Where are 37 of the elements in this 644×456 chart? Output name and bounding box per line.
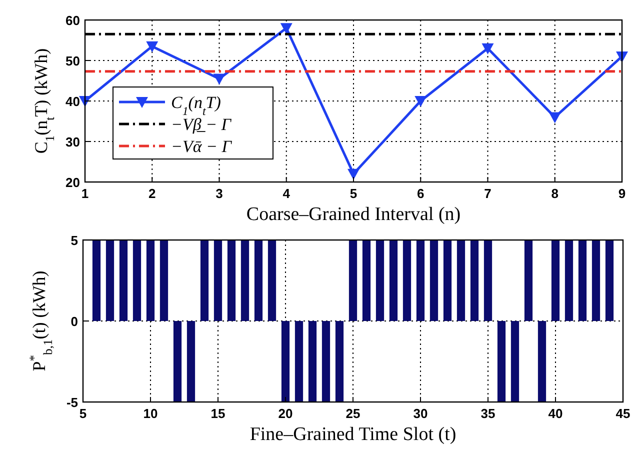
- x-axis-title: Coarse–Grained Interval (n): [246, 204, 461, 225]
- point: [348, 168, 360, 180]
- x-tick-label: 1: [81, 186, 89, 201]
- legend-label: −Vβ̲ − Γ: [171, 115, 232, 134]
- x-tick-label: 40: [548, 406, 563, 421]
- y-tick-label: 20: [66, 175, 80, 190]
- y-tick-label: 5: [70, 233, 78, 248]
- x-tick-label: 35: [480, 406, 496, 421]
- point: [213, 74, 226, 85]
- y-tick-label: -5: [66, 395, 78, 410]
- x-tick-label: 25: [346, 406, 360, 421]
- x-tick-label: 9: [618, 186, 626, 201]
- x-tick-label: 6: [417, 186, 424, 201]
- x-tick-label: 5: [350, 186, 358, 201]
- x-tick-label: 20: [278, 406, 293, 421]
- x-tick-label: 15: [210, 406, 226, 421]
- x-tick-label: 4: [282, 186, 291, 201]
- point: [414, 96, 427, 107]
- point: [548, 112, 561, 124]
- y-tick-label: 30: [66, 134, 80, 150]
- x-tick-label: 30: [413, 406, 428, 421]
- x-tick-label: 3: [216, 186, 223, 201]
- legend-label: C$_{1}$(n$_{t}$T): [171, 93, 222, 118]
- y-tick-label: 60: [66, 13, 80, 28]
- legend-label: −Vᾱ − Γ: [171, 137, 233, 156]
- y-tick-label: 50: [66, 54, 80, 68]
- y-tick-label: 0: [70, 314, 78, 329]
- x-axis-title: Fine–Grained Time Slot (t): [250, 424, 456, 445]
- x-tick-label: 8: [551, 186, 558, 201]
- point: [146, 41, 158, 52]
- x-tick-label: 2: [148, 186, 156, 201]
- x-tick-label: 10: [143, 406, 158, 421]
- y-tick-label: 40: [66, 94, 80, 109]
- point: [482, 43, 494, 54]
- x-tick-label: 45: [616, 406, 630, 421]
- x-tick-label: 7: [484, 186, 492, 201]
- point: [280, 23, 292, 34]
